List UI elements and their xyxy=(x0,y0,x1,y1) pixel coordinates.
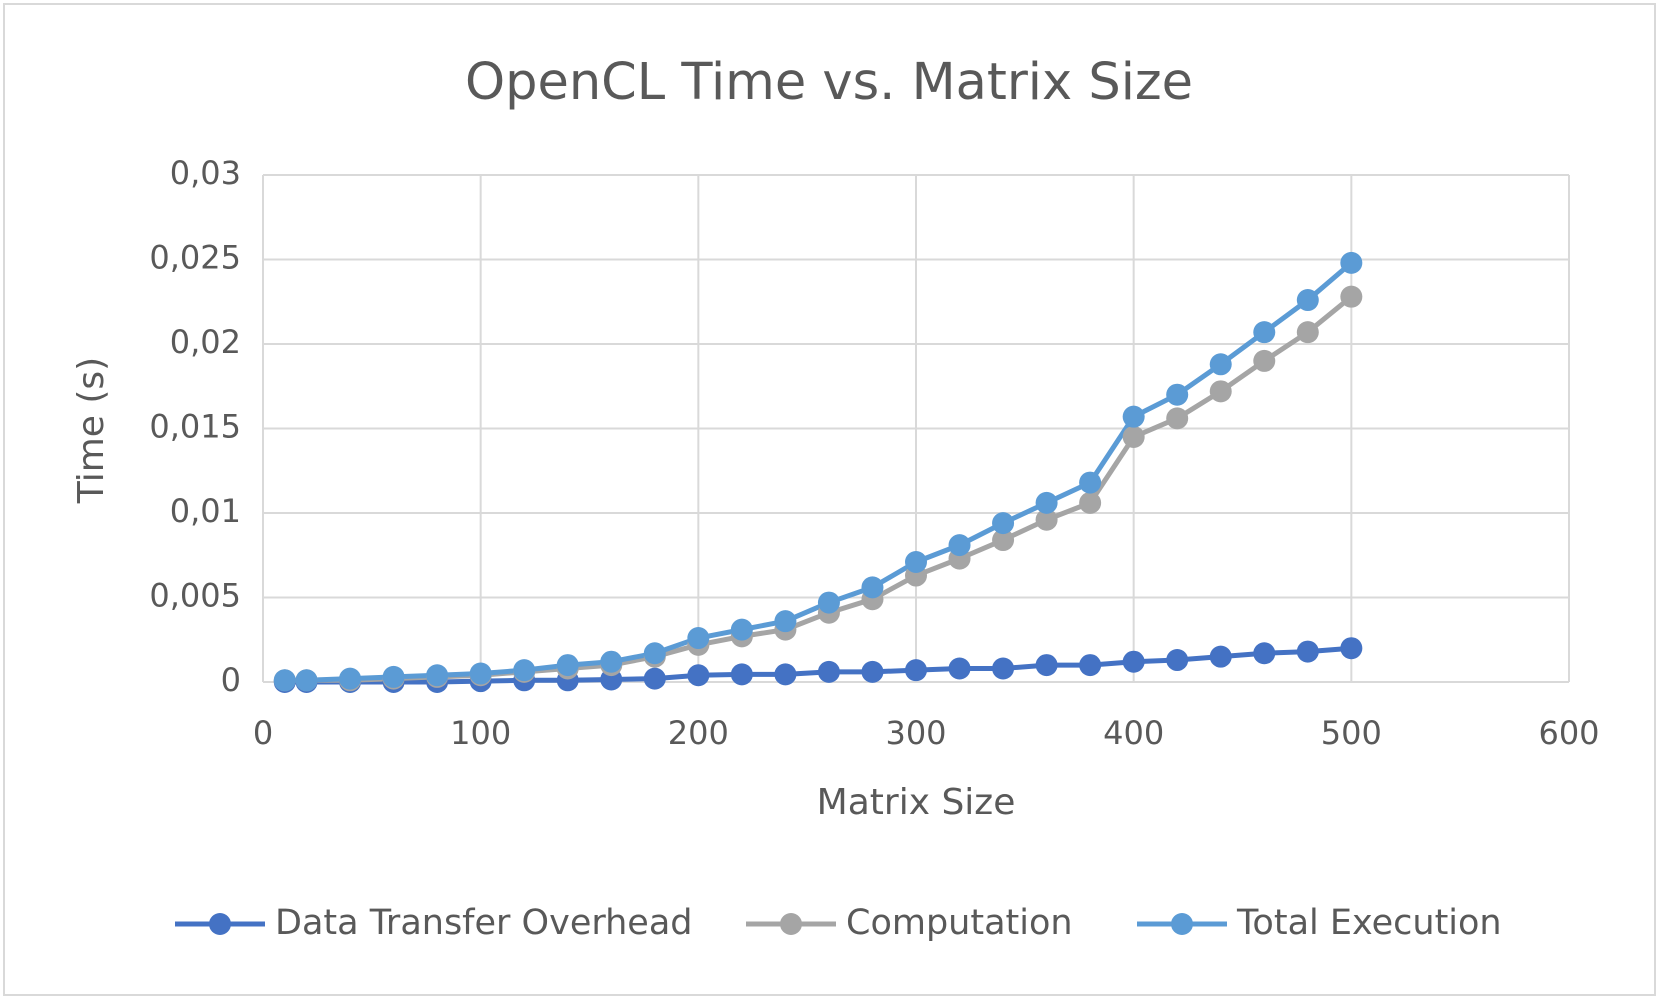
data-point xyxy=(1253,321,1276,344)
y-tick-label: 0,02 xyxy=(170,323,241,361)
data-point xyxy=(643,642,666,665)
data-point xyxy=(1079,491,1102,514)
legend-marker xyxy=(1171,913,1193,935)
data-point xyxy=(905,551,927,574)
legend-label: Data Transfer Overhead xyxy=(275,903,693,943)
data-point xyxy=(295,669,318,692)
data-point xyxy=(1296,321,1319,344)
x-axis-label: Matrix Size xyxy=(817,782,1016,823)
data-point xyxy=(643,667,666,690)
data-point xyxy=(1035,654,1058,677)
y-tick-label: 0,015 xyxy=(149,408,241,446)
x-tick-label: 0 xyxy=(253,714,273,752)
data-point xyxy=(687,664,710,687)
data-point xyxy=(600,650,623,673)
data-point xyxy=(1122,405,1145,428)
x-tick-label: 300 xyxy=(885,714,946,752)
data-point xyxy=(730,663,753,686)
data-point xyxy=(556,654,579,677)
data-point xyxy=(1296,289,1319,312)
data-point xyxy=(1035,508,1058,531)
data-point xyxy=(1340,251,1363,274)
data-point xyxy=(1166,383,1189,406)
y-axis-label: Time (s) xyxy=(71,357,112,504)
data-point xyxy=(339,667,362,690)
data-point xyxy=(948,534,971,557)
chart-frame xyxy=(3,3,1656,996)
x-tick-label: 200 xyxy=(668,714,729,752)
data-point xyxy=(730,618,753,641)
legend-marker xyxy=(780,913,802,935)
x-tick-label: 400 xyxy=(1103,714,1164,752)
data-point xyxy=(1340,285,1363,308)
data-point xyxy=(1079,471,1102,494)
data-point xyxy=(1166,407,1189,430)
data-point xyxy=(1340,637,1363,660)
data-point xyxy=(774,663,797,686)
data-point xyxy=(1122,425,1145,448)
data-point xyxy=(273,669,296,692)
data-point xyxy=(1253,642,1276,665)
data-point xyxy=(1122,650,1145,673)
data-point xyxy=(1209,645,1232,668)
data-point xyxy=(861,660,884,683)
data-point xyxy=(817,660,840,683)
y-tick-label: 0,01 xyxy=(170,492,241,530)
data-point xyxy=(861,576,884,599)
data-point xyxy=(687,627,710,650)
data-point xyxy=(774,610,797,633)
data-point xyxy=(1209,353,1232,376)
data-point xyxy=(992,529,1015,552)
data-point xyxy=(426,664,449,687)
data-point xyxy=(948,657,971,680)
x-tick-label: 500 xyxy=(1321,714,1382,752)
data-point xyxy=(469,662,492,685)
data-point xyxy=(992,657,1015,680)
x-tick-label: 600 xyxy=(1538,714,1599,752)
data-point xyxy=(905,659,927,682)
data-point xyxy=(1209,380,1232,403)
y-tick-label: 0,005 xyxy=(149,577,241,615)
legend-marker xyxy=(209,913,231,935)
legend-label: Computation xyxy=(846,903,1073,943)
chart-title: OpenCL Time vs. Matrix Size xyxy=(465,53,1193,112)
y-tick-label: 0,025 xyxy=(149,239,241,277)
legend-label: Total Execution xyxy=(1236,903,1502,943)
data-point xyxy=(382,665,405,688)
data-point xyxy=(1166,649,1189,672)
data-point xyxy=(1253,349,1276,372)
y-tick-label: 0,03 xyxy=(170,154,241,192)
y-tick-label: 0 xyxy=(221,661,241,699)
data-point xyxy=(1296,640,1319,663)
data-point xyxy=(992,512,1015,535)
data-point xyxy=(1035,491,1058,514)
data-point xyxy=(1079,654,1102,677)
data-point xyxy=(817,591,840,614)
x-tick-label: 100 xyxy=(450,714,511,752)
data-point xyxy=(513,659,536,682)
